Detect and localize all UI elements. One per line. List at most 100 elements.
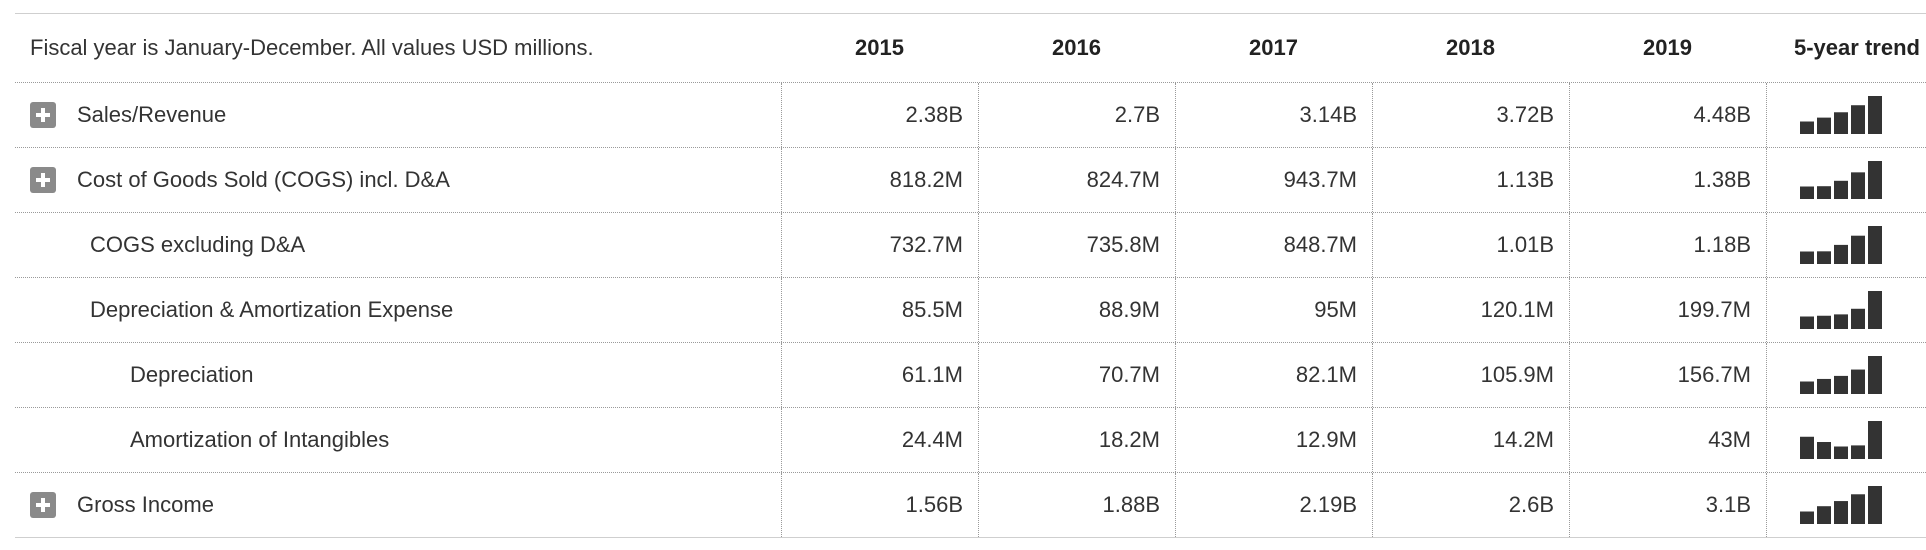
value-cell-2019: 4.48B bbox=[1569, 83, 1766, 147]
trend-bar bbox=[1800, 436, 1814, 459]
trend-bar bbox=[1834, 180, 1848, 199]
row-label-cell[interactable]: Cost of Goods Sold (COGS) incl. D&A bbox=[15, 148, 781, 212]
value-cell-2016: 824.7M bbox=[978, 148, 1175, 212]
trend-bar bbox=[1800, 121, 1814, 134]
row-label: Sales/Revenue bbox=[77, 102, 227, 127]
value-cell-2017: 943.7M bbox=[1175, 148, 1372, 212]
trend-bar bbox=[1817, 442, 1831, 459]
value-cell-2017: 12.9M bbox=[1175, 408, 1372, 472]
year-header-2018: 2018 bbox=[1446, 35, 1495, 60]
value-cell-2016: 70.7M bbox=[978, 343, 1175, 407]
value-cell-2017: 82.1M bbox=[1175, 343, 1372, 407]
trend-bar bbox=[1817, 251, 1831, 264]
value-cell-2016: 18.2M bbox=[978, 408, 1175, 472]
row-label-cell: Depreciation & Amortization Expense bbox=[15, 278, 781, 342]
value-cell-2015: 61.1M bbox=[781, 343, 978, 407]
value-cell-2015: 2.38B bbox=[781, 83, 978, 147]
row-label-cell: Amortization of Intangibles bbox=[15, 408, 781, 472]
fiscal-year-note: Fiscal year is January-December. All val… bbox=[30, 35, 594, 60]
trend-bar bbox=[1851, 494, 1865, 524]
value-cell-2015: 85.5M bbox=[781, 278, 978, 342]
trend-bar bbox=[1834, 244, 1848, 264]
trend-cell bbox=[1766, 148, 1926, 212]
table-row: Gross Income 1.56B 1.88B 2.19B 2.6B 3.1B bbox=[15, 473, 1926, 538]
trend-bar bbox=[1834, 112, 1848, 134]
trend-bar bbox=[1817, 186, 1831, 199]
year-header-2016: 2016 bbox=[1052, 35, 1101, 60]
value-cell-2019: 1.18B bbox=[1569, 213, 1766, 277]
trend-header: 5-year trend bbox=[1794, 35, 1920, 60]
value-cell-2016: 88.9M bbox=[978, 278, 1175, 342]
trend-bar bbox=[1868, 291, 1882, 329]
value-cell-2015: 24.4M bbox=[781, 408, 978, 472]
trend-bar bbox=[1800, 316, 1814, 329]
trend-bar bbox=[1851, 445, 1865, 459]
trend-sparkline bbox=[1800, 226, 1882, 264]
row-label-cell: Depreciation bbox=[15, 343, 781, 407]
financials-table: Fiscal year is January-December. All val… bbox=[15, 13, 1926, 538]
value-cell-2015: 1.56B bbox=[781, 473, 978, 537]
trend-bar bbox=[1868, 356, 1882, 394]
row-label-cell[interactable]: Gross Income bbox=[15, 473, 781, 537]
value-cell-2017: 848.7M bbox=[1175, 213, 1372, 277]
value-cell-2015: 732.7M bbox=[781, 213, 978, 277]
row-label: Cost of Goods Sold (COGS) incl. D&A bbox=[77, 167, 450, 192]
trend-bar bbox=[1868, 226, 1882, 264]
value-cell-2019: 1.38B bbox=[1569, 148, 1766, 212]
trend-sparkline bbox=[1800, 421, 1882, 459]
table-row: Depreciation 61.1M 70.7M 82.1M 105.9M 156.7M bbox=[15, 343, 1926, 408]
year-header-2017: 2017 bbox=[1249, 35, 1298, 60]
value-cell-2018: 1.13B bbox=[1372, 148, 1569, 212]
trend-cell bbox=[1766, 213, 1926, 277]
trend-bar bbox=[1800, 381, 1814, 394]
year-header-2019: 2019 bbox=[1643, 35, 1692, 60]
value-cell-2016: 1.88B bbox=[978, 473, 1175, 537]
trend-bar bbox=[1868, 421, 1882, 459]
trend-cell bbox=[1766, 278, 1926, 342]
trend-sparkline bbox=[1800, 96, 1882, 134]
row-label: Gross Income bbox=[77, 492, 214, 517]
trend-bar bbox=[1851, 172, 1865, 199]
value-cell-2018: 3.72B bbox=[1372, 83, 1569, 147]
trend-bar bbox=[1817, 315, 1831, 329]
plus-square-icon[interactable] bbox=[30, 492, 56, 518]
table-row: Amortization of Intangibles 24.4M 18.2M 12.… bbox=[15, 408, 1926, 473]
value-cell-2018: 105.9M bbox=[1372, 343, 1569, 407]
trend-bar bbox=[1817, 117, 1831, 134]
value-cell-2018: 14.2M bbox=[1372, 408, 1569, 472]
trend-sparkline bbox=[1800, 161, 1882, 199]
table-row: Depreciation & Amortization Expense 85.5M… bbox=[15, 278, 1926, 343]
trend-bar bbox=[1817, 506, 1831, 524]
trend-sparkline bbox=[1800, 291, 1882, 329]
trend-bar bbox=[1800, 251, 1814, 264]
row-label: Depreciation bbox=[130, 362, 254, 387]
row-label: Amortization of Intangibles bbox=[130, 427, 390, 452]
row-label-cell: COGS excluding D&A bbox=[15, 213, 781, 277]
row-label: COGS excluding D&A bbox=[90, 232, 306, 257]
value-cell-2017: 2.19B bbox=[1175, 473, 1372, 537]
row-label: Depreciation & Amortization Expense bbox=[90, 297, 454, 322]
trend-bar bbox=[1851, 369, 1865, 394]
table-row: COGS excluding D&A 732.7M 735.8M 848.7M 1.01… bbox=[15, 213, 1926, 278]
trend-bar bbox=[1851, 308, 1865, 329]
row-label-cell[interactable]: Sales/Revenue bbox=[15, 83, 781, 147]
trend-bar bbox=[1834, 314, 1848, 329]
trend-bar bbox=[1851, 105, 1865, 134]
value-cell-2016: 735.8M bbox=[978, 213, 1175, 277]
value-cell-2019: 199.7M bbox=[1569, 278, 1766, 342]
plus-square-icon[interactable] bbox=[30, 167, 56, 193]
trend-cell bbox=[1766, 408, 1926, 472]
trend-bar bbox=[1868, 161, 1882, 199]
trend-cell bbox=[1766, 83, 1926, 147]
value-cell-2017: 95M bbox=[1175, 278, 1372, 342]
value-cell-2018: 1.01B bbox=[1372, 213, 1569, 277]
year-header-2015: 2015 bbox=[855, 35, 904, 60]
table-body: Sales/Revenue 2.38B 2.7B 3.14B 3.72B 4.48B Cos… bbox=[15, 83, 1926, 538]
trend-bar bbox=[1834, 501, 1848, 524]
value-cell-2016: 2.7B bbox=[978, 83, 1175, 147]
plus-square-icon[interactable] bbox=[30, 102, 56, 128]
trend-cell bbox=[1766, 343, 1926, 407]
trend-bar bbox=[1834, 446, 1848, 459]
trend-bar bbox=[1800, 511, 1814, 524]
trend-bar bbox=[1817, 378, 1831, 394]
